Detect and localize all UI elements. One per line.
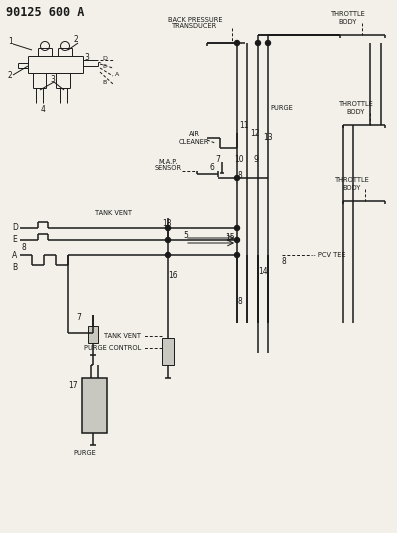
- Text: 6: 6: [210, 164, 215, 173]
- Circle shape: [266, 41, 270, 45]
- Text: D: D: [12, 223, 18, 232]
- Text: 11: 11: [239, 120, 249, 130]
- Text: 7: 7: [215, 156, 220, 165]
- Text: 5: 5: [183, 230, 188, 239]
- Text: 2: 2: [8, 71, 13, 80]
- Text: THROTTLE
BODY: THROTTLE BODY: [331, 12, 365, 25]
- Bar: [82, 378, 107, 433]
- Text: 18: 18: [162, 219, 172, 228]
- Text: -- PCV TEE: -- PCV TEE: [311, 252, 345, 258]
- Text: PURGE CONTROL: PURGE CONTROL: [84, 345, 141, 351]
- Text: D: D: [102, 56, 107, 61]
- Text: B: B: [102, 80, 106, 85]
- Text: 8: 8: [237, 171, 242, 180]
- Text: 4: 4: [41, 106, 46, 115]
- Text: AIR
CLEANER: AIR CLEANER: [179, 132, 209, 144]
- Text: A: A: [12, 251, 17, 260]
- Text: 3: 3: [84, 53, 89, 62]
- Text: PURGE: PURGE: [270, 105, 293, 111]
- Text: 13: 13: [263, 133, 273, 141]
- Text: 7: 7: [76, 313, 81, 322]
- Text: TANK VENT: TANK VENT: [95, 210, 132, 216]
- Bar: [166, 226, 170, 230]
- Text: A: A: [115, 72, 119, 77]
- Text: PURGE: PURGE: [73, 450, 96, 456]
- Text: E: E: [12, 236, 17, 245]
- Text: 8: 8: [237, 296, 242, 305]
- Text: 15: 15: [225, 233, 235, 243]
- Circle shape: [256, 41, 260, 45]
- Text: 1: 1: [8, 36, 13, 45]
- Circle shape: [235, 175, 239, 181]
- Text: 9: 9: [253, 156, 258, 165]
- Circle shape: [235, 41, 239, 45]
- Text: 17: 17: [68, 381, 78, 390]
- Bar: [162, 338, 174, 365]
- Bar: [88, 326, 98, 343]
- Text: 16: 16: [168, 271, 177, 280]
- Text: TANK VENT: TANK VENT: [104, 333, 141, 339]
- Circle shape: [235, 253, 239, 257]
- Circle shape: [235, 238, 239, 243]
- Text: 10: 10: [234, 156, 244, 165]
- Text: M.A.P.
SENSOR: M.A.P. SENSOR: [154, 158, 181, 172]
- Circle shape: [235, 225, 239, 230]
- Circle shape: [166, 238, 170, 243]
- Text: B: B: [12, 263, 17, 272]
- Text: 8: 8: [22, 244, 27, 253]
- Text: THROTTLE
BODY: THROTTLE BODY: [335, 177, 369, 190]
- Text: BACK PRESSURE
TRANSDUCER: BACK PRESSURE TRANSDUCER: [168, 17, 222, 29]
- Text: 14: 14: [258, 266, 268, 276]
- Circle shape: [166, 253, 170, 257]
- Text: THROTTLE
BODY: THROTTLE BODY: [339, 101, 373, 115]
- Text: 90125 600 A: 90125 600 A: [6, 6, 85, 19]
- Circle shape: [166, 225, 170, 230]
- Text: 2: 2: [74, 36, 79, 44]
- Text: E: E: [102, 64, 106, 69]
- Text: 8: 8: [282, 257, 287, 266]
- Text: 12: 12: [250, 128, 260, 138]
- Text: 3: 3: [50, 76, 55, 85]
